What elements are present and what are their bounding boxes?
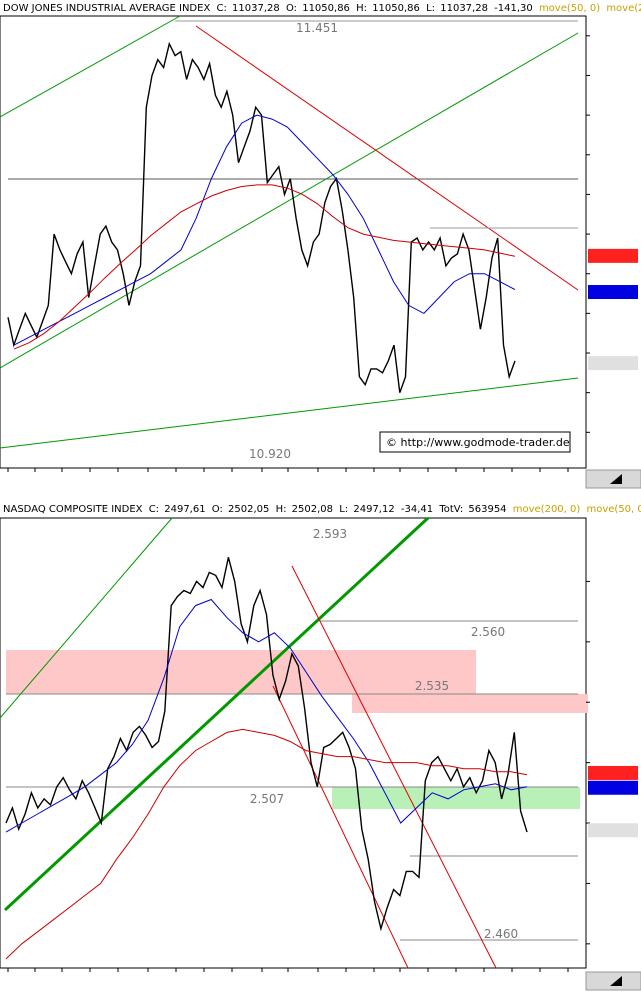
last-value-badge-ma200 — [588, 248, 638, 263]
last-value-badge-close — [588, 356, 638, 371]
dji-last-value-badges — [588, 248, 638, 371]
resistance-zone-lower — [352, 694, 588, 713]
nasdaq-header: NASDAQ COMPOSITE INDEX C: 2497,61 O: 250… — [3, 504, 641, 515]
nasdaq-low-label: 2.460 — [484, 927, 518, 941]
nasdaq-y-axis — [586, 580, 590, 945]
last-value-badge-ma50 — [588, 780, 638, 795]
last-value-badge-close — [588, 823, 638, 838]
nasdaq-last-value-badges — [588, 765, 638, 838]
nasdaq-panel: NASDAQ COMPOSITE INDEX C: 2497,61 O: 250… — [0, 504, 641, 991]
dji-header: DOW JONES INDUSTRIAL AVERAGE INDEX C: 11… — [3, 3, 641, 14]
dji-low-label: 10.920 — [249, 447, 291, 461]
trendline-green-thin — [0, 517, 173, 719]
dji-y-axis — [586, 35, 590, 433]
series-line-ma50 — [13, 114, 516, 346]
nasdaq-s1-label: 2.507 — [250, 792, 284, 806]
series-line-ma200 — [5, 728, 528, 960]
nasdaq-zones — [6, 650, 588, 809]
nav-button-bottom[interactable] — [585, 971, 641, 991]
dji-plot-frame — [0, 15, 587, 469]
trendline-green-upper — [0, 15, 181, 118]
arrow-icon — [610, 976, 622, 986]
nasdaq-trendlines — [0, 516, 578, 969]
trendline-green-support — [0, 377, 579, 449]
trendline-green-channel — [0, 32, 579, 369]
nasdaq-series-group — [5, 557, 528, 960]
arrow-icon — [610, 474, 622, 484]
nav-button[interactable] — [585, 469, 641, 489]
dji-high-label: 11.451 — [296, 21, 338, 35]
trendline-green-thick — [3, 516, 430, 912]
nasdaq-x-axis — [7, 968, 569, 972]
nasdaq-r2-label: 2.535 — [415, 679, 449, 693]
dji-panel: DOW JONES INDUSTRIAL AVERAGE INDEX C: 11… — [0, 3, 641, 489]
series-line-price — [5, 557, 528, 932]
last-value-badge-ma50 — [588, 285, 638, 300]
trendline-red-upper — [291, 565, 497, 969]
nasdaq-high-label: 2.593 — [313, 527, 347, 541]
last-value-badge-ma200 — [588, 765, 638, 780]
trendline-red-resistance — [195, 25, 579, 291]
support-zone — [332, 787, 580, 809]
series-line-ma50 — [5, 598, 528, 833]
resistance-zone-upper — [6, 650, 476, 694]
dji-trendlines — [0, 15, 579, 449]
dji-series-group — [7, 41, 516, 393]
nasdaq-r1-label: 2.560 — [471, 625, 505, 639]
copyright-box — [379, 431, 571, 453]
copyright-text[interactable]: © http://www.godmode-trader.de — [386, 436, 570, 449]
series-line-ma200 — [13, 184, 516, 350]
dji-x-axis — [7, 468, 569, 472]
trendline-red-lower — [272, 685, 409, 969]
